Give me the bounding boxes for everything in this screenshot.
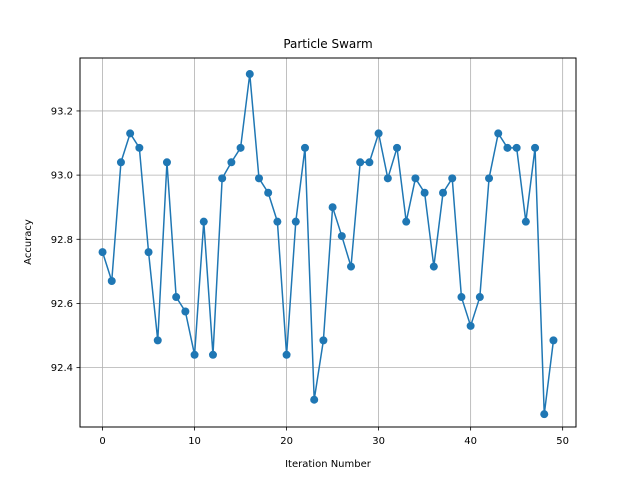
x-tick-label: 20 [280,436,293,447]
data-point [162,158,171,167]
data-point [98,248,107,257]
data-point [310,395,319,404]
data-point [291,217,300,226]
data-point [282,350,291,359]
data-point [319,336,328,345]
x-tick-label: 0 [99,436,105,447]
data-point [393,143,402,152]
data-point [264,188,273,197]
data-point [549,336,558,345]
data-point [135,143,144,152]
data-point [116,158,125,167]
x-axis-label: Iteration Number [285,459,372,470]
data-point [512,143,521,152]
data-point [328,203,337,212]
data-point [448,174,457,183]
data-point [503,143,512,152]
x-axis-ticks: 0 10 20 30 40 50 [99,427,569,447]
data-point [356,158,365,167]
data-point [300,143,309,152]
data-point [466,321,475,330]
data-point [475,293,484,302]
grid-lines [80,58,576,427]
series-line [101,73,555,415]
data-point [540,410,549,419]
y-tick-label: 92.4 [51,363,73,374]
data-point [126,129,135,138]
data-point [383,174,392,183]
data-point [190,350,199,359]
data-point [107,277,116,286]
x-tick-label: 10 [188,436,201,447]
x-tick-label: 50 [556,436,569,447]
data-point [457,293,466,302]
chart-title: Particle Swarm [283,37,372,51]
y-axis-label: Accuracy [23,219,34,265]
data-point [531,143,540,152]
data-point [153,336,162,345]
x-tick-label: 40 [464,436,477,447]
data-point [411,174,420,183]
series-layer [98,70,558,419]
data-point [227,158,236,167]
data-point [218,174,227,183]
data-point [521,217,530,226]
y-tick-label: 92.6 [51,299,73,310]
data-point [365,158,374,167]
data-point [181,307,190,316]
data-point [420,188,429,197]
data-point [236,143,245,152]
data-point [347,262,356,271]
data-point [254,174,263,183]
y-tick-label: 93.2 [51,106,73,117]
data-point [245,70,254,79]
data-point [273,217,282,226]
data-point [172,293,181,302]
data-point [429,262,438,271]
plot-area-frame [79,57,577,428]
data-point [144,248,153,257]
data-point [485,174,494,183]
data-point [494,129,503,138]
data-point [199,217,208,226]
data-point [208,350,217,359]
data-point [374,129,383,138]
y-tick-label: 92.8 [51,235,73,246]
data-point [337,232,346,241]
data-point [439,188,448,197]
y-axis-ticks: 92.4 92.6 92.8 93.0 93.2 [51,106,80,374]
data-point [402,217,411,226]
x-tick-label: 30 [372,436,385,447]
y-tick-label: 93.0 [51,171,73,182]
